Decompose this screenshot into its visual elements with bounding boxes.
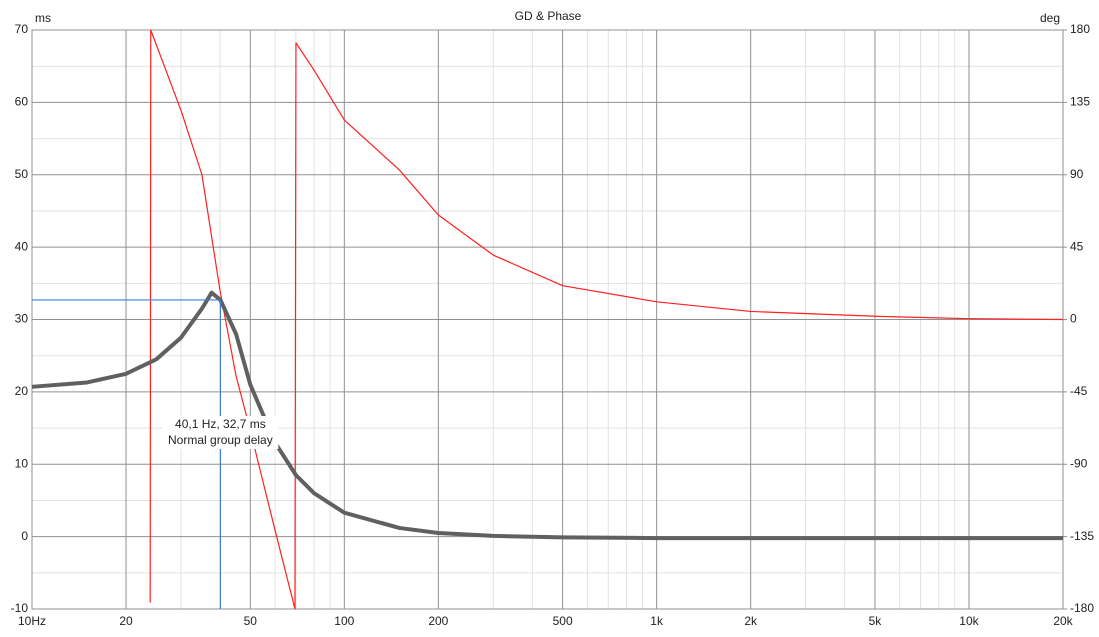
cursor-label: 40,1 Hz, 32,7 ms <box>175 417 266 431</box>
x-tick-label: 5k <box>869 614 883 628</box>
y-tick-label: 10 <box>15 456 29 470</box>
cursor-label-bg <box>162 416 279 449</box>
x-tick-label: 20k <box>1053 614 1073 628</box>
y-tick-label: -10 <box>11 601 29 615</box>
y2-tick-label: -45 <box>1070 384 1088 398</box>
y-tick-label: 20 <box>15 384 29 398</box>
y2-unit: deg <box>1040 11 1060 25</box>
y-tick-label: 0 <box>21 529 28 543</box>
y-tick-label: 40 <box>15 239 29 253</box>
x-tick-label: 500 <box>553 614 573 628</box>
marks <box>31 29 1064 610</box>
y2-tick-label: 0 <box>1070 312 1077 326</box>
y-tick-label: 60 <box>15 95 29 109</box>
y2-tick-label: -135 <box>1070 529 1094 543</box>
y-tick-label: 50 <box>15 167 29 181</box>
x-tick-label: 1k <box>650 614 664 628</box>
cursor-sublabel: Normal group delay <box>168 433 273 447</box>
y-unit: ms <box>35 11 51 25</box>
chart-title: GD & Phase <box>515 9 582 23</box>
x-tick-label: 2k <box>744 614 758 628</box>
x-tick-label: 10k <box>959 614 979 628</box>
y2-tick-label: 180 <box>1070 22 1090 36</box>
x-tick-label: 200 <box>428 614 448 628</box>
x-tick-label: 100 <box>334 614 354 628</box>
labels: GD & Phase ms deg 10Hz 20 50 100 200 500 1k 2k 5… <box>11 9 1095 628</box>
y2-tick-label: 45 <box>1070 239 1084 253</box>
x-tick-label: 20 <box>119 614 133 628</box>
y-tick-label: 70 <box>15 22 29 36</box>
y2-tick-label: -180 <box>1070 601 1094 615</box>
x-tick-label: 50 <box>244 614 258 628</box>
y2-tick-label: 135 <box>1070 95 1090 109</box>
series-line <box>149 29 1064 610</box>
y2-tick-label: 90 <box>1070 167 1084 181</box>
x-tick-label: 10Hz <box>18 614 46 628</box>
series-line <box>31 290 1063 541</box>
y-tick-label: 30 <box>15 312 29 326</box>
y2-tick-label: -90 <box>1070 456 1088 470</box>
